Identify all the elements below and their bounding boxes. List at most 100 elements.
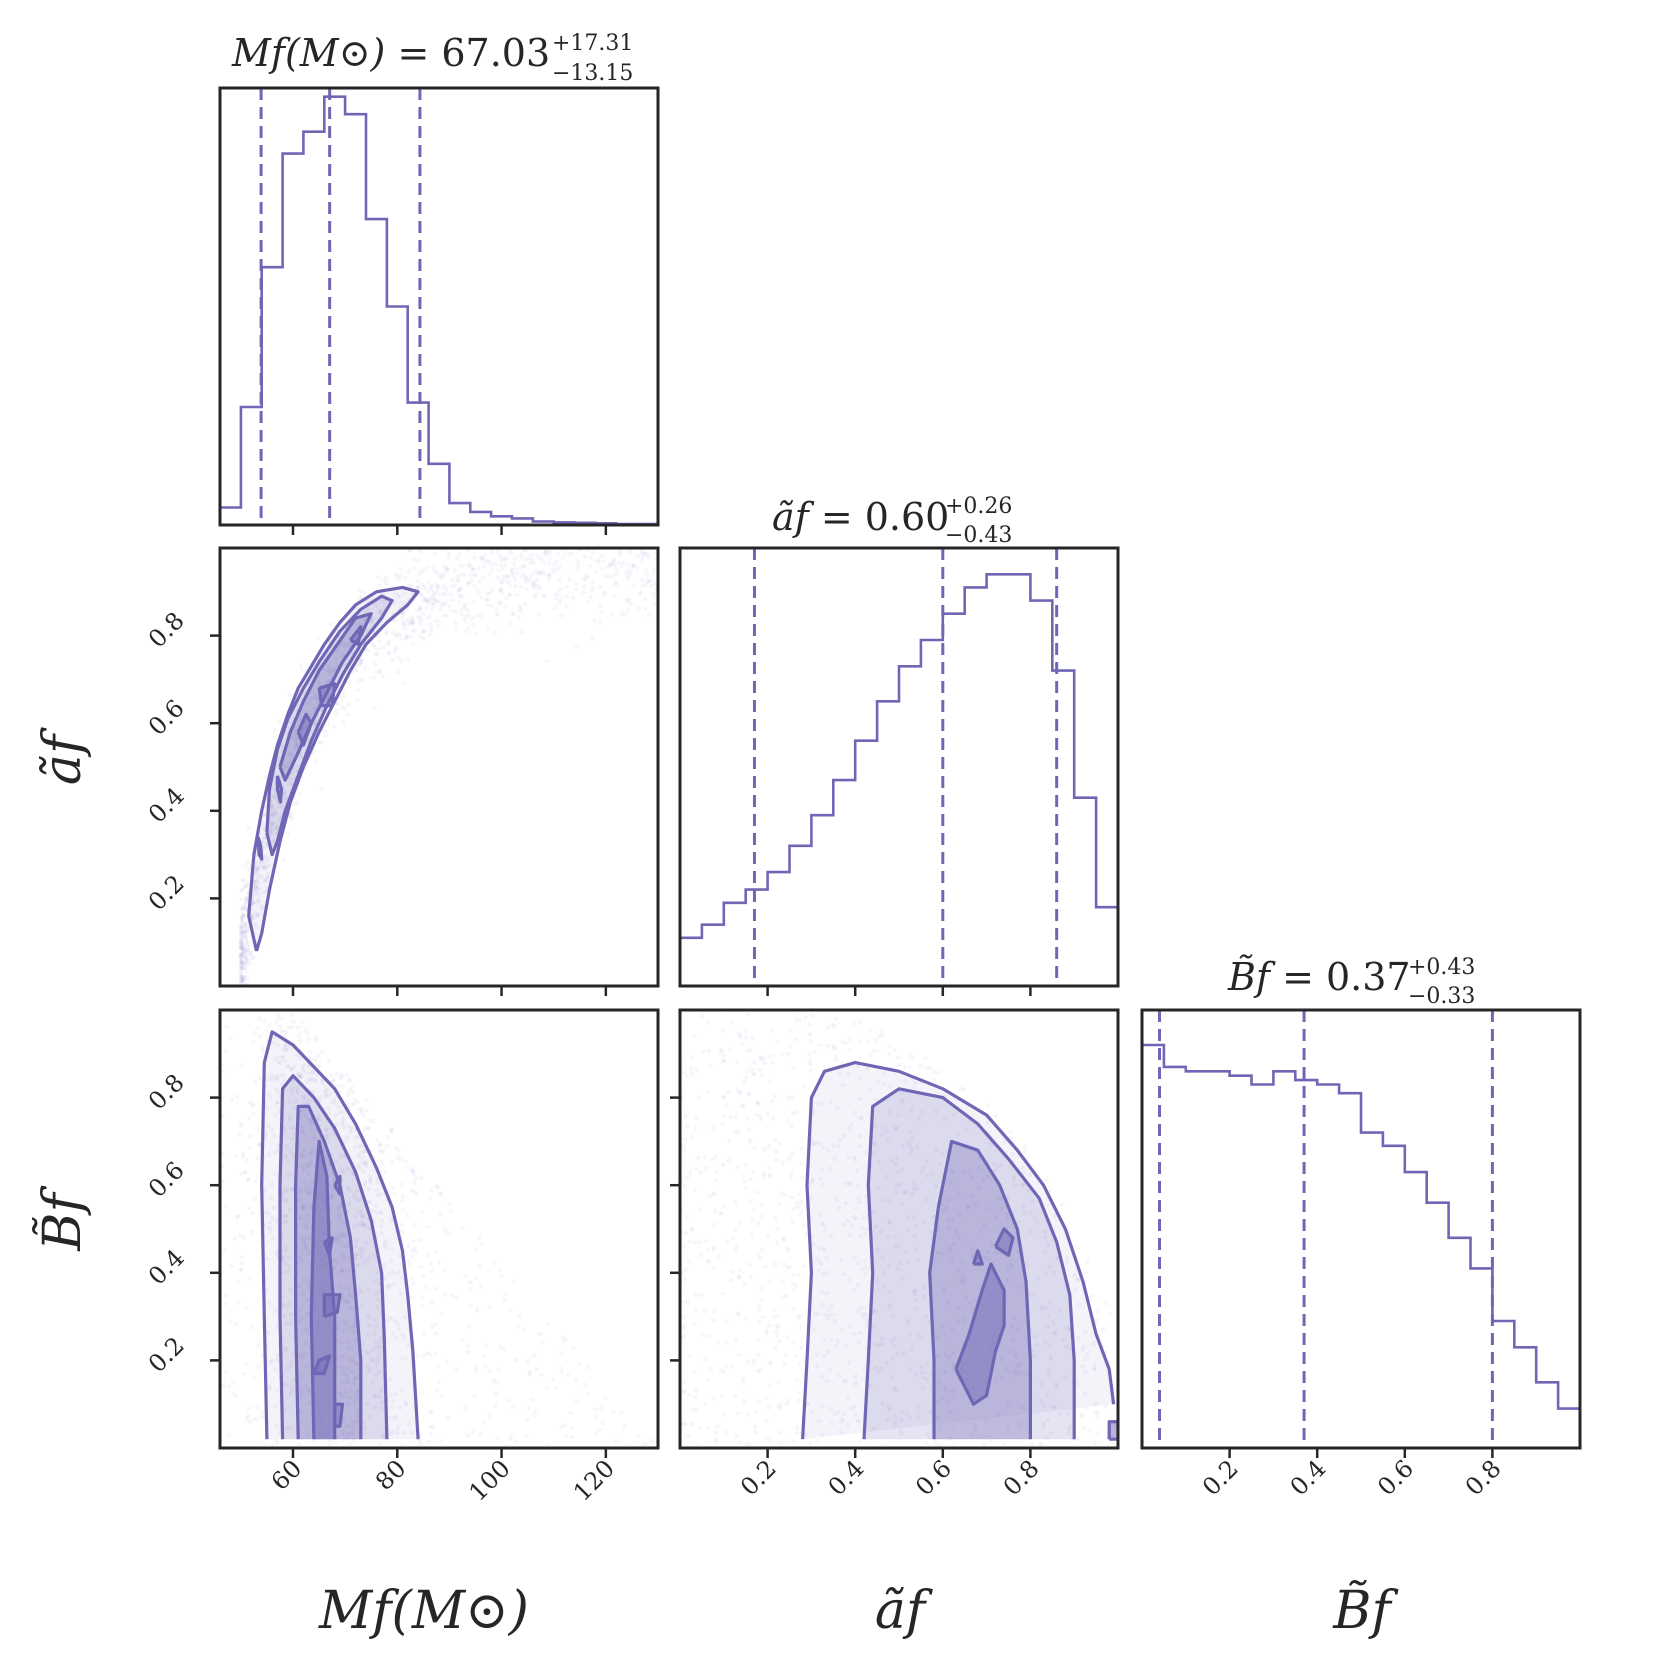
scatter-point <box>846 1155 851 1160</box>
scatter-point <box>754 1410 759 1415</box>
scatter-point <box>283 1347 289 1353</box>
scatter-point <box>721 1204 727 1209</box>
scatter-point <box>260 839 266 844</box>
scatter-point <box>714 1170 720 1175</box>
scatter-point <box>852 1021 857 1026</box>
scatter-point <box>569 1425 574 1431</box>
scatter-point <box>441 613 447 618</box>
panel-hist-b-frame <box>1140 1008 1582 1450</box>
scatter-point <box>511 561 516 566</box>
scatter-point <box>479 1242 484 1247</box>
scatter-point <box>531 582 537 588</box>
scatter-point <box>694 1388 699 1393</box>
scatter-point <box>681 1269 686 1274</box>
scatter-point <box>746 1412 751 1417</box>
scatter-point <box>923 1056 928 1061</box>
scatter-point <box>306 1037 311 1042</box>
scatter-point <box>651 592 657 597</box>
scatter-point <box>239 950 244 956</box>
scatter-point <box>344 1373 350 1379</box>
scatter-point <box>357 1151 362 1157</box>
scatter-point <box>626 573 631 578</box>
scatter-point <box>371 675 376 680</box>
scatter-point <box>923 1314 928 1320</box>
scatter-point <box>346 1077 352 1082</box>
scatter-point <box>239 974 244 979</box>
scatter-point <box>906 1321 911 1327</box>
scatter-point <box>282 1313 287 1319</box>
scatter-point <box>1063 1375 1068 1380</box>
scatter-point <box>961 1087 967 1092</box>
scatter-point <box>377 610 382 615</box>
scatter-point <box>390 1185 396 1190</box>
scatter-point <box>1032 1334 1038 1339</box>
scatter-point <box>244 969 250 974</box>
scatter-point <box>843 1379 849 1384</box>
scatter-point <box>612 594 617 599</box>
scatter-point <box>887 1052 892 1057</box>
scatter-point <box>963 1126 969 1132</box>
scatter-point <box>901 1190 907 1195</box>
scatter-point <box>930 1171 935 1176</box>
scatter-point <box>334 1122 339 1128</box>
scatter-point <box>350 1437 355 1443</box>
scatter-point <box>260 822 265 827</box>
scatter-point <box>239 959 245 965</box>
scatter-point <box>207 1176 211 1180</box>
scatter-point <box>427 632 433 638</box>
scatter-point <box>238 958 244 964</box>
scatter-point <box>396 1147 401 1152</box>
scatter-point <box>941 1287 947 1293</box>
scatter-point <box>540 569 545 574</box>
scatter-point <box>326 1110 332 1116</box>
scatter-point <box>434 618 440 624</box>
scatter-point <box>498 600 503 606</box>
scatter-point <box>1047 1264 1052 1270</box>
scatter-point <box>547 574 553 579</box>
scatter-point <box>507 551 512 556</box>
scatter-point <box>270 822 275 827</box>
scatter-point <box>535 554 540 559</box>
scatter-point <box>267 1091 272 1097</box>
scatter-point <box>270 821 275 826</box>
scatter-point <box>370 1357 375 1362</box>
scatter-point <box>367 1414 373 1420</box>
scatter-point <box>768 1361 774 1366</box>
scatter-point <box>585 1365 590 1370</box>
scatter-point <box>399 1182 405 1187</box>
scatter-point <box>814 1363 820 1369</box>
scatter-point <box>372 705 377 711</box>
scatter-point <box>546 572 552 577</box>
scatter-point <box>588 555 594 560</box>
scatter-point <box>360 1149 365 1155</box>
scatter-point <box>256 866 261 871</box>
scatter-point <box>441 584 446 589</box>
scatter-point <box>294 743 299 749</box>
scatter-point <box>391 1331 396 1336</box>
scatter-point <box>626 562 631 567</box>
scatter-point <box>821 1246 827 1251</box>
title-b-symbol: B̃f <box>1227 955 1276 999</box>
scatter-point <box>439 604 444 609</box>
scatter-point <box>328 1073 334 1078</box>
scatter-point <box>793 1018 798 1024</box>
scatter-point <box>640 554 645 560</box>
scatter-point <box>249 956 255 961</box>
scatter-point <box>840 1326 845 1332</box>
scatter-point <box>770 1116 776 1121</box>
scatter-point <box>421 584 426 589</box>
scatter-point <box>1020 1165 1025 1171</box>
scatter-point <box>812 1049 817 1055</box>
scatter-point <box>362 1223 367 1228</box>
scatter-point <box>255 889 260 895</box>
scatter-point <box>853 1382 859 1387</box>
scatter-point <box>552 606 557 611</box>
scatter-point <box>422 596 428 601</box>
scatter-point <box>484 559 490 564</box>
scatter-point <box>295 1025 300 1030</box>
scatter-point <box>720 1121 725 1127</box>
scatter-point <box>989 1242 994 1248</box>
scatter-point <box>453 609 458 615</box>
scatter-point <box>341 693 346 698</box>
scatter-point <box>932 1069 937 1075</box>
